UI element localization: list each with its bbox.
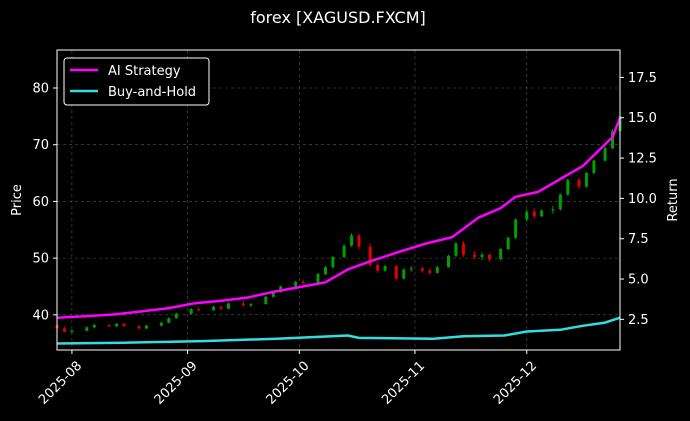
candle-body — [249, 304, 253, 306]
candle-body — [159, 322, 163, 326]
series-line-buy-and-hold — [56, 316, 621, 345]
candle-body — [144, 325, 148, 329]
plot-frame — [56, 49, 621, 351]
candle-body — [394, 266, 398, 279]
candle-body — [514, 219, 518, 238]
right-tick-label: 12.5 — [628, 152, 657, 167]
series-line-ai-strategy — [56, 117, 622, 319]
candle-body — [350, 235, 354, 246]
candle-body — [70, 330, 74, 332]
candle-body — [376, 264, 380, 271]
legend-label-ai-strategy: AI Strategy — [108, 64, 181, 79]
candle-body — [294, 281, 298, 287]
left-tick-label: 60 — [32, 195, 49, 210]
candle-body — [611, 131, 615, 149]
legend-label-buy-and-hold: Buy-and-Hold — [108, 85, 196, 100]
candle-body — [480, 254, 484, 257]
candle-body — [316, 274, 320, 284]
candle-body — [525, 211, 529, 220]
candle-body — [603, 148, 607, 161]
right-tick-label: 7.5 — [628, 232, 649, 247]
right-tick-label: 2.5 — [628, 313, 649, 328]
right-tick-label: 5.0 — [628, 273, 649, 288]
candle-body — [473, 254, 477, 257]
right-axis-title: Return — [666, 178, 681, 221]
legend-box — [63, 57, 210, 106]
candle-body — [409, 268, 413, 270]
candle-body — [122, 323, 126, 327]
candle-body — [342, 245, 346, 257]
candle-body — [357, 235, 361, 247]
chart-title: forex [XAGUSD.FXCM] — [250, 8, 426, 27]
candle-body — [62, 328, 66, 332]
candle-body — [227, 303, 231, 309]
left-axis-title: Price — [10, 184, 25, 216]
candle-body — [264, 296, 268, 305]
right-y-axis: 2.5 5.0 7.5 10.0 12.5 15.0 17.5 — [620, 71, 657, 328]
left-tick-label: 70 — [32, 138, 49, 153]
candle-body — [584, 173, 588, 187]
candle-body — [167, 318, 171, 323]
candle-body — [301, 281, 305, 284]
right-tick-label: 10.0 — [628, 192, 657, 207]
candle-body — [85, 327, 89, 331]
candle-body — [174, 313, 178, 319]
candle-body — [446, 255, 450, 268]
series-lines — [56, 117, 622, 345]
left-tick-label: 80 — [32, 81, 49, 96]
candle-body — [454, 243, 458, 256]
legend: AI Strategy Buy-and-Hold — [63, 57, 210, 106]
left-tick-label: 40 — [32, 308, 49, 323]
candle-body — [566, 179, 570, 195]
candle-body — [461, 243, 465, 255]
candle-body — [115, 323, 119, 327]
right-tick-label: 17.5 — [628, 71, 657, 86]
candle-body — [428, 270, 432, 273]
candle-body — [331, 256, 335, 268]
left-tick-label: 50 — [32, 252, 49, 267]
candle-body — [506, 237, 510, 250]
candle-body — [92, 325, 96, 328]
right-tick-label: 15.0 — [628, 111, 657, 126]
candle-body — [137, 326, 141, 329]
candle-body — [368, 246, 372, 265]
candle-body — [420, 268, 424, 271]
candle-body — [212, 306, 216, 311]
candle-body — [107, 325, 111, 327]
left-y-axis: 40 50 60 70 80 — [32, 81, 57, 323]
candle-body — [540, 210, 544, 217]
candle-body — [435, 267, 439, 273]
candle-body — [532, 211, 536, 217]
candle-body — [551, 209, 555, 211]
candle-body — [271, 292, 275, 297]
candle-body — [499, 249, 503, 260]
candle-body — [241, 303, 245, 306]
candle-body — [558, 194, 562, 210]
candle-body — [592, 160, 596, 174]
candle-body — [577, 179, 581, 187]
candle-body — [197, 309, 201, 311]
candle-body — [402, 269, 406, 279]
candle-body — [383, 266, 387, 271]
candle-body — [323, 267, 327, 275]
candle-body — [488, 254, 492, 260]
candle-body — [219, 306, 223, 309]
candle-body — [189, 309, 193, 314]
